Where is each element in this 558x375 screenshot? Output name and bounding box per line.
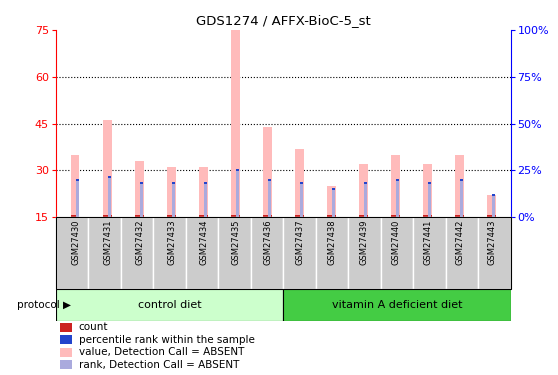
Bar: [268, 180, 271, 217]
Bar: [332, 189, 335, 217]
Bar: [423, 164, 432, 217]
Bar: [283, 217, 316, 289]
Bar: [300, 182, 303, 184]
Bar: [492, 195, 495, 217]
Text: value, Detection Call = ABSENT: value, Detection Call = ABSENT: [79, 347, 244, 357]
Bar: [230, 30, 239, 217]
Bar: [204, 183, 207, 217]
Bar: [70, 155, 79, 217]
Bar: [121, 217, 153, 289]
Bar: [364, 182, 367, 184]
Bar: [251, 217, 283, 289]
Bar: [391, 155, 400, 217]
Bar: [140, 183, 143, 217]
Bar: [300, 183, 303, 217]
Bar: [76, 178, 79, 181]
Bar: [364, 183, 367, 217]
Text: vitamin A deficient diet: vitamin A deficient diet: [331, 300, 462, 310]
Text: rank, Detection Call = ABSENT: rank, Detection Call = ABSENT: [79, 360, 239, 370]
Bar: [455, 215, 464, 217]
Bar: [230, 215, 239, 217]
Bar: [204, 182, 207, 184]
Bar: [428, 182, 431, 184]
Bar: [56, 217, 88, 289]
Text: GSM27437: GSM27437: [296, 219, 305, 265]
Bar: [108, 177, 111, 217]
Bar: [70, 215, 79, 217]
Bar: [60, 360, 72, 369]
Bar: [88, 217, 121, 289]
Bar: [186, 217, 218, 289]
Bar: [327, 215, 336, 217]
Bar: [478, 217, 511, 289]
Bar: [423, 215, 432, 217]
Text: GSM27436: GSM27436: [264, 219, 273, 265]
Text: percentile rank within the sample: percentile rank within the sample: [79, 335, 254, 345]
Bar: [153, 217, 186, 289]
Bar: [263, 215, 272, 217]
Bar: [172, 182, 175, 184]
Text: GSM27432: GSM27432: [136, 219, 145, 265]
Bar: [268, 178, 271, 181]
Text: GSM27438: GSM27438: [328, 219, 337, 265]
Text: count: count: [79, 322, 108, 332]
Bar: [199, 167, 208, 217]
Bar: [60, 335, 72, 344]
Bar: [492, 194, 495, 196]
Text: GSM27431: GSM27431: [104, 219, 113, 265]
Bar: [295, 148, 304, 217]
Bar: [359, 215, 368, 217]
Bar: [108, 176, 111, 178]
Bar: [167, 167, 176, 217]
Bar: [348, 217, 381, 289]
Bar: [140, 182, 143, 184]
Bar: [60, 322, 72, 332]
Bar: [460, 178, 463, 181]
Bar: [396, 180, 399, 217]
Bar: [295, 215, 304, 217]
Bar: [283, 289, 511, 321]
Bar: [167, 215, 176, 217]
Bar: [103, 215, 112, 217]
Text: GSM27430: GSM27430: [71, 219, 81, 265]
Text: protocol ▶: protocol ▶: [17, 300, 71, 310]
Bar: [172, 183, 175, 217]
Bar: [359, 164, 368, 217]
Bar: [460, 180, 463, 217]
Bar: [134, 215, 143, 217]
Text: GSM27440: GSM27440: [392, 219, 401, 265]
Text: GSM27433: GSM27433: [168, 219, 177, 265]
Bar: [134, 161, 143, 217]
Bar: [316, 217, 348, 289]
Bar: [446, 217, 478, 289]
Bar: [56, 289, 283, 321]
Bar: [236, 169, 239, 171]
Bar: [487, 195, 496, 217]
Text: GSM27434: GSM27434: [200, 219, 209, 265]
Text: GSM27442: GSM27442: [456, 219, 465, 265]
Bar: [391, 215, 400, 217]
Bar: [455, 155, 464, 217]
Bar: [199, 215, 208, 217]
Text: control diet: control diet: [138, 300, 201, 310]
Bar: [327, 186, 336, 217]
Bar: [413, 217, 446, 289]
Bar: [487, 215, 496, 217]
Bar: [263, 127, 272, 217]
Bar: [381, 217, 413, 289]
Bar: [236, 170, 239, 217]
Text: GSM27439: GSM27439: [360, 219, 369, 265]
Bar: [428, 183, 431, 217]
Text: GSM27441: GSM27441: [424, 219, 433, 265]
Bar: [332, 188, 335, 190]
Bar: [60, 348, 72, 357]
Text: GSM27435: GSM27435: [232, 219, 240, 265]
Bar: [396, 178, 399, 181]
Bar: [76, 180, 79, 217]
Bar: [103, 120, 112, 217]
Title: GDS1274 / AFFX-BioC-5_st: GDS1274 / AFFX-BioC-5_st: [196, 15, 371, 27]
Bar: [218, 217, 251, 289]
Text: GSM27443: GSM27443: [488, 219, 497, 265]
